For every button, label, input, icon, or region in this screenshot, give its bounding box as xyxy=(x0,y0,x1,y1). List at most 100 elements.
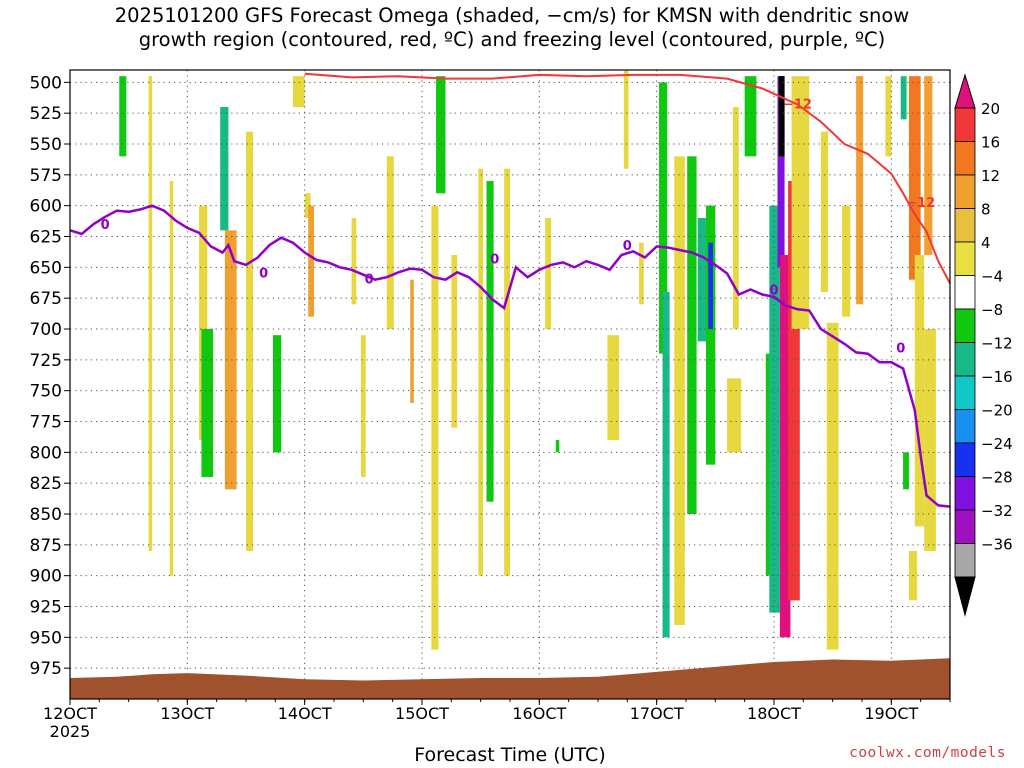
omega-band-24 xyxy=(607,335,620,440)
colorbar-label-11: −28 xyxy=(981,469,1013,487)
dgz-contour-line xyxy=(304,72,951,284)
omega-band-27 xyxy=(659,82,668,354)
y-tick-label-19: 975 xyxy=(30,659,62,679)
omega-band-40 xyxy=(778,76,785,157)
omega-band-8 xyxy=(272,335,282,453)
y-axis: 500 525 550 575 600 625 650 675 700 725 750 775 800 8… xyxy=(30,73,70,679)
x-tick-label-5: 17OCT xyxy=(630,704,684,723)
colorbar-label-10: −24 xyxy=(981,435,1013,453)
omega-band-15 xyxy=(410,279,414,403)
x-tick-label-6: 18OCT xyxy=(747,704,801,723)
omega-shading-layer xyxy=(119,70,936,650)
freezing-level-label-2: 0 xyxy=(365,272,374,287)
x-tick-label-7: 19OCT xyxy=(864,704,918,723)
colorbar-label-1: 16 xyxy=(981,134,1000,152)
x-axis-label: Forecast Time (UTC) xyxy=(414,744,606,766)
x-tick-label-2: 14OCT xyxy=(278,704,332,723)
colorbar-swatch-1 xyxy=(954,107,976,142)
x-tick-label-3: 15OCT xyxy=(395,704,449,723)
freezing-level-label-6: 0 xyxy=(896,342,905,357)
y-tick-label-13: 825 xyxy=(30,474,62,494)
y-tick-label-5: 625 xyxy=(30,228,62,248)
y-tick-label-10: 750 xyxy=(30,382,62,402)
y-tick-label-1: 525 xyxy=(30,104,62,124)
freezing-level-label-1: 0 xyxy=(259,266,268,281)
chart-title-line-1: 2025101200 GFS Forecast Omega (shaded, −… xyxy=(114,4,910,27)
x-axis: 12OCT 13OCT 14OCT 15OCT 16OCT 17OCT 18OCT 19OCT… xyxy=(43,699,951,741)
x-year-label: 2025 xyxy=(50,722,91,741)
omega-band-31 xyxy=(697,218,706,342)
omega-band-25 xyxy=(623,70,629,169)
colorbar-label-6: −8 xyxy=(981,301,1003,319)
omega-band-11 xyxy=(308,205,315,317)
y-tick-label-18: 950 xyxy=(30,628,62,648)
omega-band-49 xyxy=(900,76,907,120)
omega-band-55 xyxy=(924,329,936,551)
contour-labels: 0 0 0 0 0 0 0 −12 −12 xyxy=(101,97,935,356)
omega-band-9 xyxy=(292,76,305,107)
omega-band-17 xyxy=(431,205,439,650)
y-tick-label-12: 800 xyxy=(30,443,62,463)
omega-band-43 xyxy=(791,76,810,330)
y-tick-label-14: 850 xyxy=(30,505,62,525)
y-tick-label-16: 900 xyxy=(30,567,62,587)
dgz-label-0: −12 xyxy=(783,97,812,112)
omega-band-45 xyxy=(826,322,839,650)
colorbar-label-7: −12 xyxy=(981,335,1013,353)
y-tick-label-4: 600 xyxy=(30,197,62,217)
colorbar-label-8: −16 xyxy=(981,368,1013,386)
colorbar-swatch-13 xyxy=(954,509,976,544)
credit-text: coolwx.com/models xyxy=(849,745,1006,761)
colorbar-swatch-11 xyxy=(954,442,976,477)
colorbar-swatch-9 xyxy=(954,375,976,410)
omega-band-28 xyxy=(662,292,670,638)
y-tick-label-2: 550 xyxy=(30,135,62,155)
y-tick-label-3: 575 xyxy=(30,166,62,186)
omega-band-41 xyxy=(779,255,791,638)
omega-band-35 xyxy=(732,107,739,329)
colorbar-label-4: 4 xyxy=(981,234,991,252)
omega-band-48 xyxy=(885,76,892,157)
omega-band-30 xyxy=(687,156,697,515)
colorbar-swatch-2 xyxy=(954,141,976,176)
omega-band-2 xyxy=(169,181,174,576)
omega-band-36 xyxy=(744,76,757,157)
y-tick-label-9: 725 xyxy=(30,351,62,371)
omega-band-44 xyxy=(820,131,828,292)
y-tick-label-6: 650 xyxy=(30,258,62,278)
freezing-level-label-5: 0 xyxy=(769,284,778,299)
omega-band-46 xyxy=(842,205,851,317)
omega-band-26 xyxy=(639,242,644,305)
colorbar-swatch-14 xyxy=(954,543,976,578)
omega-band-0 xyxy=(119,76,127,157)
freezing-level-line xyxy=(69,204,951,508)
y-tick-label-11: 775 xyxy=(30,413,62,433)
omega-band-13 xyxy=(360,335,366,477)
x-tick-label-1: 13OCT xyxy=(160,704,214,723)
freezing-level-label-4: 0 xyxy=(623,239,632,254)
colorbar-label-5: −4 xyxy=(981,268,1003,286)
colorbar-label-0: 20 xyxy=(981,100,1000,118)
y-tick-label-17: 925 xyxy=(30,598,62,618)
freezing-level-label-0: 0 xyxy=(101,218,110,233)
omega-band-33 xyxy=(708,242,713,329)
colorbar-swatch-3 xyxy=(954,174,976,209)
dgz-label-1: −12 xyxy=(906,196,935,211)
omega-band-10 xyxy=(304,193,311,218)
chart-title-line-2: growth region (contoured, red, ºC) and f… xyxy=(138,28,886,51)
omega-band-23 xyxy=(555,440,560,453)
omega-band-6 xyxy=(224,230,237,490)
colorbar-bottom-arrow xyxy=(954,576,976,617)
colorbar-swatch-5 xyxy=(954,241,976,276)
omega-band-12 xyxy=(351,218,357,305)
omega-band-4 xyxy=(201,329,214,477)
colorbar-swatch-4 xyxy=(954,208,976,243)
omega-band-20 xyxy=(486,181,494,502)
omega-band-1 xyxy=(148,76,153,552)
omega-band-19 xyxy=(478,168,484,576)
omega-band-5 xyxy=(220,107,229,231)
x-tick-label-0: 12OCT xyxy=(43,704,97,723)
chart-title: 2025101200 GFS Forecast Omega (shaded, −… xyxy=(0,4,1024,52)
x-tick-label-4: 16OCT xyxy=(512,704,566,723)
y-tick-label-0: 500 xyxy=(30,73,62,93)
